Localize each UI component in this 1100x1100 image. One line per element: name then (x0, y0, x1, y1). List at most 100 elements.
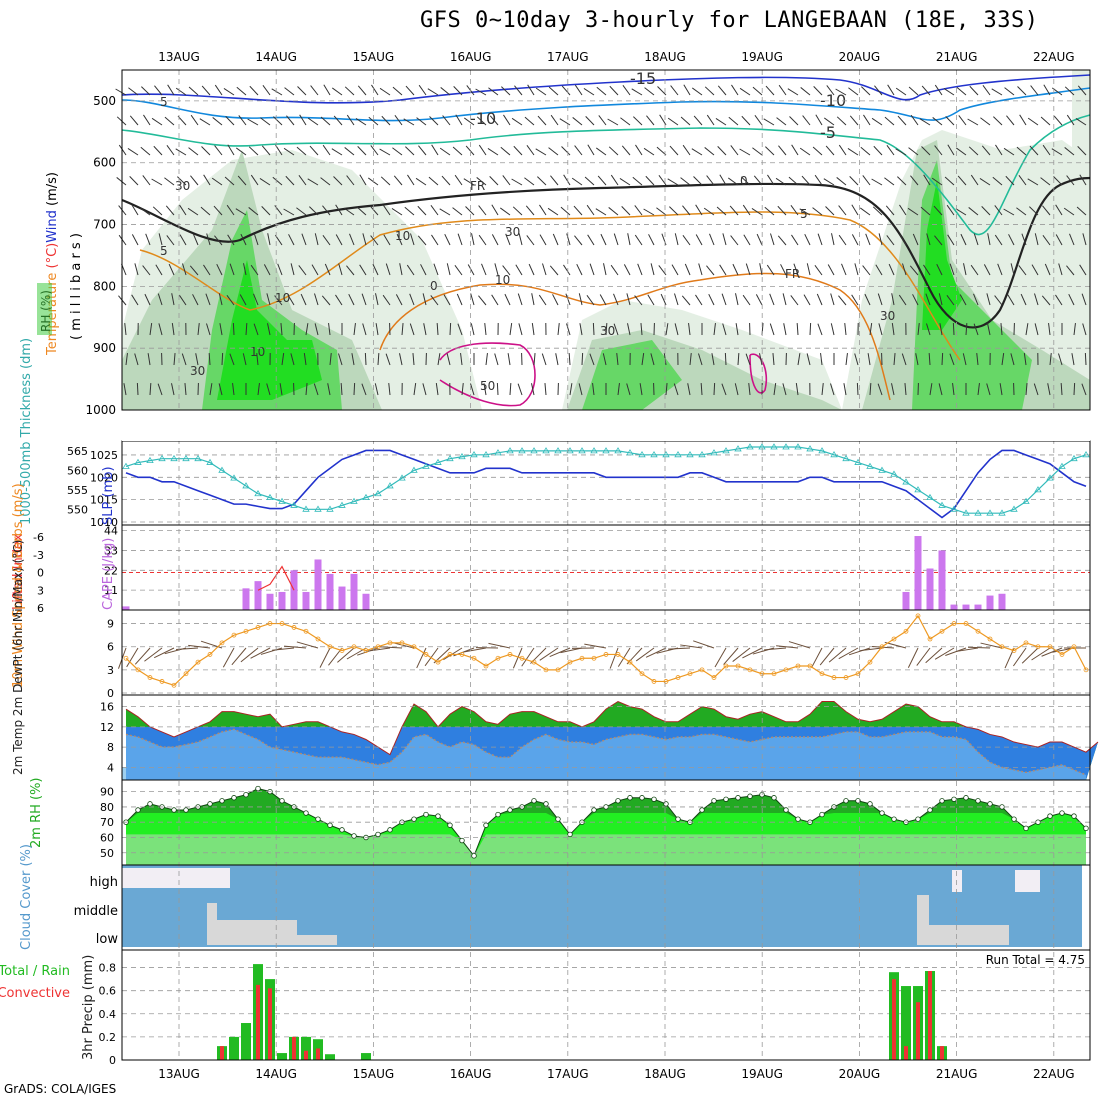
wind-barb (648, 234, 655, 246)
wind-barb (452, 146, 463, 156)
rh-area-green (582, 340, 682, 410)
wind-barb (260, 117, 271, 126)
wind-barb (999, 383, 1003, 396)
wind-barb (645, 175, 655, 186)
wind-barb (428, 176, 439, 186)
wind-barb (674, 293, 679, 306)
rh-marker (507, 807, 513, 813)
thickness-marker (734, 445, 742, 452)
wind-speed-marker (1071, 644, 1077, 650)
wind-barb (243, 263, 247, 276)
ylabel-rh2m: 2m RH (%) (29, 777, 44, 848)
rh-marker (891, 816, 897, 822)
cape-bar (302, 591, 310, 610)
wind-barb (724, 352, 727, 366)
wind-speed-marker (771, 671, 777, 677)
wind-barb (470, 383, 475, 396)
wind-barb (844, 323, 847, 336)
wind-barb (253, 323, 259, 336)
surface-wind-barb (635, 647, 655, 662)
wind-barb (665, 323, 669, 336)
wind-barb (897, 176, 907, 186)
wind-barb (300, 293, 307, 306)
wind-barb (412, 353, 415, 366)
wind-speed-marker (867, 659, 873, 665)
precip-conv-bar (916, 1002, 920, 1060)
wind-speed-marker (975, 628, 981, 634)
wind-barb (515, 264, 523, 276)
wind-barb (405, 146, 415, 156)
wind-barb (335, 294, 343, 306)
legend-total: Total / Rain (0, 964, 70, 979)
wind-barb (394, 114, 403, 126)
wind-barb (878, 233, 883, 246)
wind-barb (945, 116, 955, 126)
wind-barb (511, 178, 523, 186)
thickness-marker (638, 451, 646, 458)
wind-barb (272, 176, 283, 186)
wind-barb (296, 146, 307, 156)
cloud-clear-low (929, 925, 1009, 945)
rh-marker (927, 807, 933, 813)
wind-barb (610, 264, 619, 276)
wind-barb (514, 85, 523, 96)
ylabel-temp: 2m Temp 2m DewPt (6hr Min/Max) (°C) (11, 540, 25, 775)
wind-barb (595, 208, 607, 216)
wind-barb (152, 206, 163, 216)
wind-barb (695, 234, 703, 246)
thickness-marker (206, 458, 214, 465)
wind-speed-marker (891, 636, 897, 642)
wind-barb (369, 205, 379, 216)
wind-barb (739, 87, 751, 96)
wind-barb (555, 353, 559, 366)
thickness-marker (686, 451, 694, 458)
wind-barb (531, 323, 535, 336)
wind-barb (267, 233, 271, 246)
wind-barb (1049, 353, 1052, 366)
wind-barb (483, 383, 487, 396)
wind-barb (804, 233, 811, 246)
rh-marker (1059, 810, 1065, 816)
contour-label: -5 (820, 123, 836, 142)
wind-barb (549, 265, 559, 276)
surface-wind-barb (1031, 647, 1051, 661)
wind-barb (305, 323, 309, 336)
wind-barb (899, 204, 907, 216)
cape-bar (350, 573, 358, 610)
rh-marker (711, 798, 717, 804)
rh-marker (879, 810, 885, 816)
wind-speed-marker (255, 625, 261, 630)
wind-speed-marker (903, 628, 909, 634)
wind-barb (391, 208, 403, 216)
wind-barb (503, 114, 511, 126)
thickness-marker (974, 509, 982, 516)
cape-bar (902, 591, 910, 610)
wind-barb (1010, 263, 1015, 276)
wind-barb (656, 146, 667, 156)
wind-barb (573, 205, 583, 216)
precip-total-bar (901, 986, 911, 1060)
wind-barb (851, 204, 859, 216)
cloud-clear-high (122, 868, 230, 888)
wind-barb (904, 383, 907, 396)
wind-barb (613, 233, 619, 246)
wind-barb (683, 84, 691, 96)
wind-barb (830, 323, 835, 336)
wind-barb (338, 263, 343, 276)
cape-tick-label: 33 (104, 544, 118, 557)
wind-barb (823, 178, 835, 186)
wind-barb (528, 263, 535, 276)
temp-line (125, 700, 1099, 756)
wind-barb (154, 85, 163, 96)
wind-barb (994, 295, 1003, 306)
wind-barb (838, 144, 847, 156)
wind-barb (856, 382, 859, 396)
wind-barb (349, 233, 355, 246)
run-total-annotation: Run Total = 4.75 (986, 953, 1085, 967)
wind-barb (980, 117, 991, 126)
wind-barb (439, 208, 451, 216)
wind-barb (684, 263, 691, 276)
wind-barb (741, 115, 751, 126)
wind-barb (149, 382, 152, 396)
wind-barb (343, 207, 355, 216)
